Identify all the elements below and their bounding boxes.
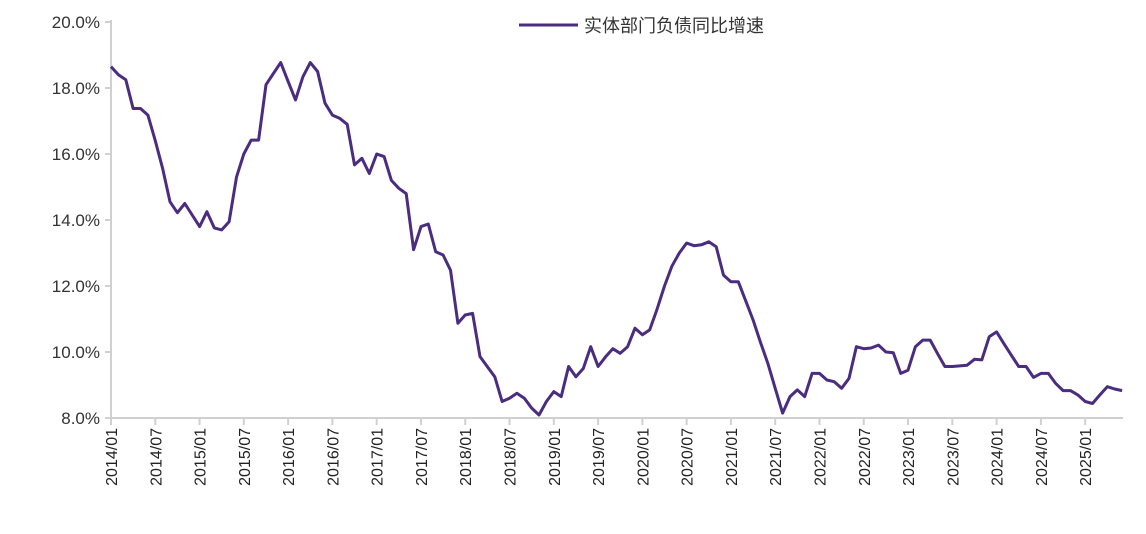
y-axis-ticks: 8.0% 10.0% 12.0% 14.0% 16.0% 18.0% 20.0%	[52, 13, 111, 428]
axes	[110, 20, 1124, 419]
series-line	[109, 61, 1123, 417]
x-tick-label: 2018/01	[458, 428, 475, 486]
x-tick-label: 2025/01	[1078, 428, 1095, 486]
x-tick-label: 2014/01	[104, 428, 121, 486]
series-group	[109, 61, 1123, 417]
x-axis-ticks: 2014/01 2014/07 2015/01 2015/07 2016/01 2016/…	[104, 418, 1095, 486]
y-tick-label: 8.0%	[61, 409, 100, 428]
x-tick-label: 2020/07	[680, 428, 697, 486]
x-tick-label: 2022/07	[857, 428, 874, 486]
x-tick-label: 2024/07	[1034, 428, 1051, 486]
x-tick-label: 2022/01	[812, 428, 829, 486]
x-tick-label: 2016/07	[325, 428, 342, 486]
y-tick-label: 12.0%	[52, 277, 100, 296]
y-tick-label: 18.0%	[52, 79, 100, 98]
x-tick-label: 2023/07	[945, 428, 962, 486]
x-tick-label: 2016/01	[281, 428, 298, 486]
x-tick-label: 2015/07	[237, 428, 254, 486]
x-tick-label: 2024/01	[990, 428, 1007, 486]
y-tick-label: 14.0%	[52, 211, 100, 230]
x-tick-label: 2017/01	[370, 428, 387, 486]
x-tick-label: 2019/07	[591, 428, 608, 486]
x-tick-label: 2023/01	[901, 428, 918, 486]
x-tick-label: 2018/07	[503, 428, 520, 486]
x-tick-label: 2021/01	[724, 428, 741, 486]
x-tick-label: 2021/07	[768, 428, 785, 486]
y-tick-label: 10.0%	[52, 343, 100, 362]
legend: 实体部门负债同比增速	[519, 16, 764, 37]
x-tick-label: 2020/01	[635, 428, 652, 486]
y-tick-label: 16.0%	[52, 145, 100, 164]
legend-label: 实体部门负债同比增速	[584, 16, 764, 37]
x-tick-label: 2015/01	[193, 428, 210, 486]
x-tick-label: 2019/01	[547, 428, 564, 486]
x-tick-label: 2014/07	[148, 428, 165, 486]
x-tick-label: 2017/07	[414, 428, 431, 486]
y-tick-label: 20.0%	[52, 13, 100, 32]
